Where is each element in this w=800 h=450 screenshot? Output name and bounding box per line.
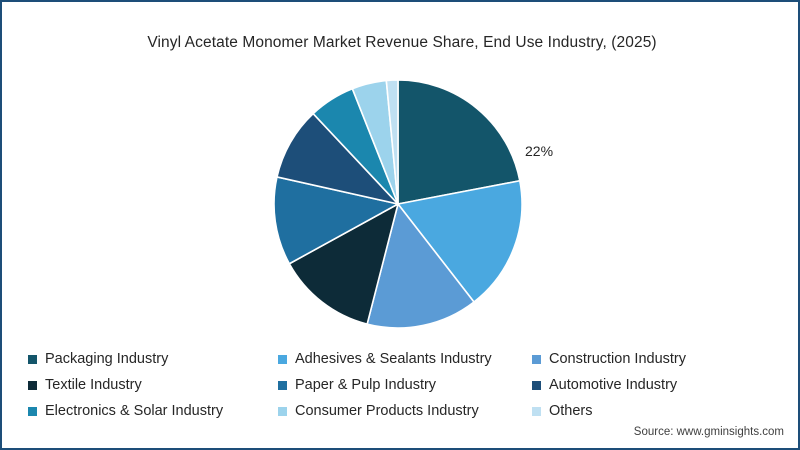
legend-item-label: Automotive Industry: [549, 376, 678, 393]
legend-swatch-icon: [278, 354, 287, 364]
legend-item-adhesives-sealants-industry[interactable]: Adhesives & Sealants Industry: [278, 346, 532, 372]
legend-item-label: Others: [549, 402, 593, 419]
legend-item-paper-pulp-industry[interactable]: Paper & Pulp Industry: [278, 372, 532, 398]
legend-item-construction-industry[interactable]: Construction Industry: [532, 346, 772, 372]
legend-swatch-icon: [532, 406, 541, 416]
legend-swatch-icon: [532, 354, 541, 364]
legend-item-electronics-solar-industry[interactable]: Electronics & Solar Industry: [28, 398, 278, 424]
legend-swatch-icon: [28, 380, 37, 390]
legend-item-others[interactable]: Others: [532, 398, 772, 424]
source-attribution: Source: www.gminsights.com: [633, 426, 784, 438]
legend-row: Electronics & Solar Industry Consumer Pr…: [28, 398, 778, 424]
chart-legend: Packaging Industry Adhesives & Sealants …: [28, 346, 778, 424]
legend-swatch-icon: [28, 354, 37, 364]
pie-slice[interactable]: [288, 203, 399, 325]
slice-value-annotation: 22%: [525, 143, 554, 159]
legend-row: Textile Industry Paper & Pulp Industry A…: [28, 372, 778, 398]
legend-item-label: Electronics & Solar Industry: [45, 402, 224, 419]
legend-item-automotive-industry[interactable]: Automotive Industry: [532, 372, 772, 398]
legend-swatch-icon: [532, 380, 541, 390]
legend-item-textile-industry[interactable]: Textile Industry: [28, 372, 278, 398]
legend-item-consumer-products-industry[interactable]: Consumer Products Industry: [278, 398, 532, 424]
pie-slice[interactable]: [274, 176, 399, 265]
legend-swatch-icon: [278, 406, 287, 416]
legend-item-label: Packaging Industry: [45, 350, 169, 367]
legend-item-packaging-industry[interactable]: Packaging Industry: [28, 346, 278, 372]
page-title: Vinyl Acetate Monomer Market Revenue Sha…: [147, 34, 657, 51]
legend-row: Packaging Industry Adhesives & Sealants …: [28, 346, 778, 372]
pie-slices-container: [274, 80, 522, 328]
legend-item-label: Paper & Pulp Industry: [295, 376, 437, 393]
legend-item-label: Construction Industry: [549, 350, 687, 367]
pie-chart: [274, 80, 522, 328]
legend-item-label: Adhesives & Sealants Industry: [295, 350, 492, 367]
legend-item-label: Textile Industry: [45, 376, 142, 393]
pie-slice[interactable]: [385, 80, 399, 205]
legend-swatch-icon: [28, 406, 37, 416]
legend-item-label: Consumer Products Industry: [295, 402, 479, 419]
pie-slice[interactable]: [366, 203, 475, 328]
pie-slice[interactable]: [397, 179, 522, 303]
legend-swatch-icon: [278, 380, 287, 390]
pie-slice[interactable]: [397, 80, 521, 205]
